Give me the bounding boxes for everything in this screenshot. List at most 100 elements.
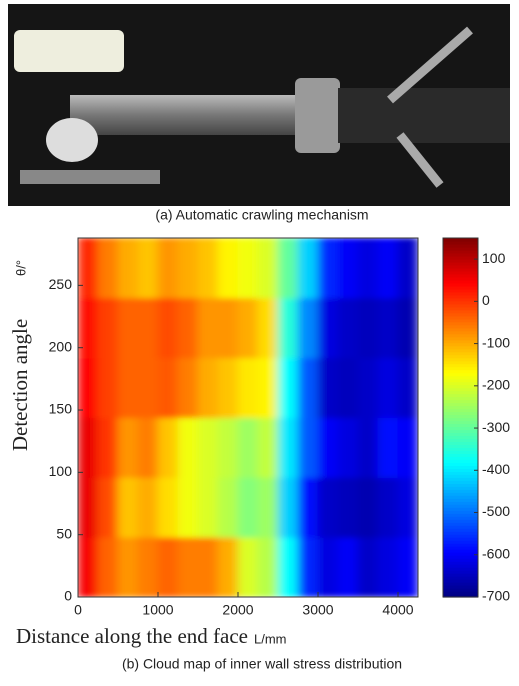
colorbar-strip	[443, 441, 478, 446]
colorbar-strip	[443, 285, 478, 290]
cell	[397, 417, 418, 478]
cell	[297, 417, 319, 478]
colorbar-strip	[443, 342, 478, 347]
colorbar-strip	[443, 291, 478, 296]
colorbar-strip	[443, 528, 478, 532]
cell	[377, 357, 399, 418]
colorbar-strip	[443, 429, 478, 434]
cell	[78, 536, 99, 597]
cell	[217, 238, 239, 299]
cell	[78, 417, 99, 478]
colorbar-strip	[443, 238, 478, 242]
colorbar-strip	[443, 249, 478, 254]
cell	[357, 476, 379, 538]
colorbar-strip	[443, 453, 478, 457]
cell	[197, 297, 219, 359]
cell	[157, 476, 179, 538]
colorbar-strip	[443, 552, 478, 556]
cell	[377, 536, 399, 597]
cell	[337, 238, 359, 299]
base-plate	[20, 170, 160, 184]
y-axis-label: Detection angle	[8, 319, 32, 451]
colorbar-strip	[443, 405, 478, 410]
colorbar-strip	[443, 387, 478, 392]
colorbar-strip	[443, 417, 478, 422]
cell	[137, 536, 159, 597]
colorbar-strip	[443, 255, 478, 260]
colorbar-strip	[443, 432, 478, 437]
chart-caption: (b) Cloud map of inner wall stress distr…	[122, 656, 402, 672]
y-tick-label: 100	[49, 463, 73, 479]
colorbar-strip	[443, 516, 478, 520]
colorbar-strip	[443, 369, 478, 374]
cell	[78, 476, 99, 538]
colorbar-strip	[443, 300, 478, 305]
cell	[257, 297, 279, 359]
collar	[295, 78, 340, 153]
colorbar-strip	[443, 267, 478, 272]
colorbar-strip	[443, 270, 478, 275]
cell	[197, 417, 219, 478]
colorbar-strip	[443, 438, 478, 443]
colorbar-strip	[443, 363, 478, 368]
colorbar-strip	[443, 462, 478, 466]
colorbar-strip	[443, 579, 478, 583]
cell	[177, 357, 199, 418]
colorbar-strip	[443, 540, 478, 544]
colorbar-strip	[443, 570, 478, 574]
cell	[117, 297, 139, 359]
colorbar-strip	[443, 378, 478, 383]
photo	[8, 4, 510, 206]
cell	[357, 357, 379, 418]
cell	[78, 297, 99, 359]
cell	[377, 417, 399, 478]
cell	[217, 417, 239, 478]
colorbar-strip	[443, 264, 478, 269]
cell	[78, 357, 99, 418]
colorbar-strip	[443, 423, 478, 428]
colorbar-strip	[443, 543, 478, 547]
y-axis-unit: θ/°	[13, 260, 28, 276]
cell	[117, 357, 139, 418]
cell	[197, 357, 219, 418]
body	[338, 88, 510, 143]
cell	[317, 417, 339, 478]
colorbar-strip	[443, 279, 478, 284]
y-tick-label: 150	[49, 401, 73, 417]
colorbar-strip	[443, 408, 478, 413]
colorbar-strip	[443, 480, 478, 484]
cell	[277, 297, 299, 359]
cell	[137, 417, 159, 478]
pad	[14, 30, 124, 72]
cell	[357, 536, 379, 597]
colorbar-strip	[443, 360, 478, 365]
colorbar-tick-label: -500	[482, 503, 510, 519]
cell	[317, 357, 339, 418]
y-tick-label: 0	[64, 588, 72, 604]
colorbar-strip	[443, 243, 478, 248]
cell	[237, 476, 259, 538]
colorbar-strip	[443, 486, 478, 490]
cell	[157, 536, 179, 597]
cell	[297, 297, 319, 359]
colorbar-strip	[443, 450, 478, 454]
colorbar-strip	[443, 549, 478, 553]
x-tick-label: 4000	[382, 602, 413, 618]
colorbar-strip	[443, 471, 478, 475]
cell	[177, 476, 199, 538]
colorbar-strip	[443, 594, 478, 598]
cell	[157, 297, 179, 359]
cell	[197, 536, 219, 597]
cell	[317, 238, 339, 299]
cell	[177, 536, 199, 597]
cell	[377, 476, 399, 538]
cell	[177, 297, 199, 359]
cell	[277, 476, 299, 538]
cell	[277, 238, 299, 299]
y-tick-label: 200	[49, 338, 73, 354]
cell	[397, 238, 418, 299]
colorbar-strip	[443, 483, 478, 487]
cell	[78, 238, 99, 299]
